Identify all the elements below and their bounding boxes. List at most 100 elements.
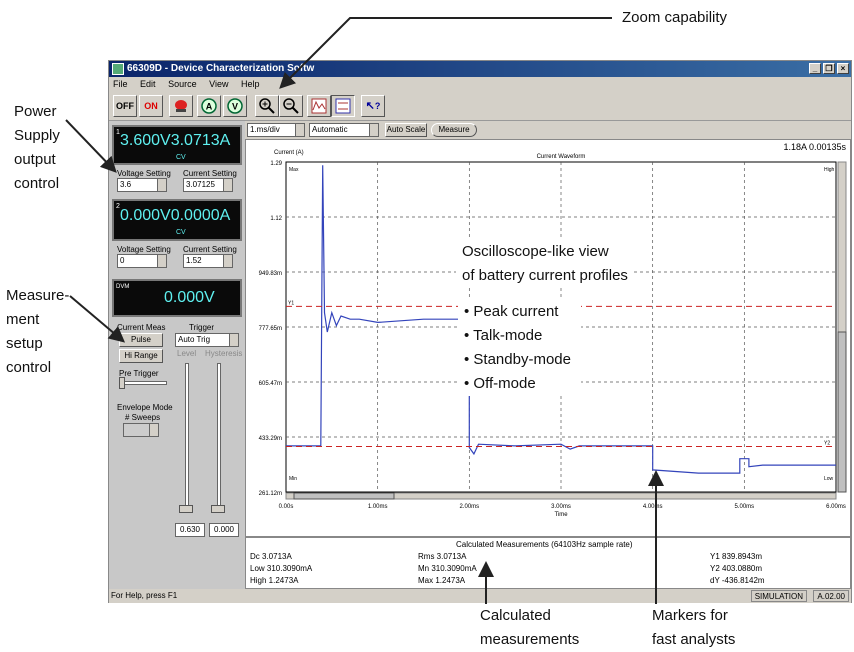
y-tick-label: 605.47m xyxy=(259,381,282,387)
hysteresis-label: Hysteresis xyxy=(205,349,243,358)
close-button[interactable]: × xyxy=(837,63,849,74)
y-tick-label: 949.83m xyxy=(259,271,282,277)
sweeps-label: # Sweeps xyxy=(125,413,161,422)
x-tick-label: 5.00ms xyxy=(734,504,754,510)
marker-mode-button[interactable] xyxy=(331,95,355,117)
y1-value: Y1 839.8943m xyxy=(710,552,763,561)
svg-text:A: A xyxy=(206,102,213,112)
pre-trigger-slider[interactable] xyxy=(119,381,167,385)
timebase-select[interactable]: 1.ms/div xyxy=(247,123,305,137)
output-off-button[interactable]: OFF xyxy=(113,95,137,117)
level-slider[interactable] xyxy=(185,363,189,513)
chart-marker-icon xyxy=(311,98,327,114)
y-tick-label: 777.65m xyxy=(259,326,282,332)
title-bar: 66309D - Device Characterization Softw _… xyxy=(109,61,851,77)
min-value: Mn 310.3090mA xyxy=(418,564,477,573)
supply1-mode: CV xyxy=(176,154,186,161)
supply1-display: 1 3.600V3.0713A CV xyxy=(112,125,242,165)
x-tick-label: 6.00ms xyxy=(826,504,846,510)
y-tick-label: 433.29m xyxy=(259,436,282,442)
menu-file[interactable]: File xyxy=(113,79,128,89)
envelope-mode-label: Envelope Mode xyxy=(117,403,173,412)
status-bar: For Help, press F1 SIMULATION A.02.00 xyxy=(109,589,851,603)
callout-markers: Markers for fast analysts xyxy=(652,607,736,648)
app-window: 66309D - Device Characterization Softw _… xyxy=(108,60,852,603)
measure-button[interactable]: Measure xyxy=(431,123,477,137)
supply1-current-input[interactable]: 3.07125 xyxy=(183,178,233,192)
supply2-display: 2 0.000V0.0000A CV xyxy=(112,199,242,241)
level-value: 0.630 xyxy=(175,523,205,537)
waveform-chart: 1.29 1.12 949.83m 777.65m 605.47m 433.29m 261.… xyxy=(259,150,847,518)
chart-title: Current Waveform xyxy=(537,154,586,160)
ammeter-icon: A xyxy=(201,98,217,114)
ammeter-button[interactable]: A xyxy=(197,95,221,117)
hysteresis-value: 0.000 xyxy=(209,523,239,537)
marker-view-button[interactable] xyxy=(307,95,331,117)
pre-trigger-thumb[interactable] xyxy=(119,377,125,389)
measurements-header: Calculated Measurements (64103Hz sample … xyxy=(456,540,633,549)
hysteresis-thumb[interactable] xyxy=(211,505,225,513)
supply2-voltage-input[interactable]: 0 xyxy=(117,254,167,268)
supply1-reading: 3.600V3.0713A xyxy=(120,132,231,149)
trigger-mode-select[interactable]: Auto Trig xyxy=(175,333,239,347)
current-setting-label: Current Setting xyxy=(183,169,237,178)
output-on-button[interactable]: ON xyxy=(139,95,163,117)
current-meas-label: Current Meas xyxy=(117,323,166,332)
waveform-plot[interactable]: 1.18A 0.00135s 1.29 1.12 949.83m 777.65m 605… xyxy=(245,139,851,537)
zoom-in-icon xyxy=(259,98,275,114)
menu-source[interactable]: Source xyxy=(168,79,197,89)
sweeps-input[interactable] xyxy=(123,423,159,437)
y-tick-label: 261.12m xyxy=(259,491,282,497)
auto-scale-button[interactable]: Auto Scale xyxy=(385,123,427,137)
status-version: A.02.00 xyxy=(813,590,849,602)
callout-oscilloscope: Oscilloscope-like view of battery current… xyxy=(456,240,634,288)
restore-button[interactable]: ❐ xyxy=(823,63,835,74)
context-help-button[interactable]: ↖? xyxy=(361,95,385,117)
dvm-reading: 0.000V xyxy=(164,289,215,306)
window-title: 66309D - Device Characterization Softw xyxy=(127,63,315,74)
menu-edit[interactable]: Edit xyxy=(140,79,156,89)
stop-button[interactable] xyxy=(169,95,193,117)
hysteresis-slider[interactable] xyxy=(217,363,221,513)
menu-help[interactable]: Help xyxy=(240,79,260,89)
x-tick-label: 4.00ms xyxy=(643,504,663,510)
supply2-current-input[interactable]: 1.52 xyxy=(183,254,233,268)
trigger-source-select[interactable]: Automatic xyxy=(309,123,379,137)
menu-bar: File Edit Source View Help xyxy=(109,77,851,91)
status-help: For Help, press F1 xyxy=(111,591,178,600)
current-setting-label: Current Setting xyxy=(183,245,237,254)
voltmeter-button[interactable]: V xyxy=(223,95,247,117)
max-label: Max xyxy=(289,167,299,173)
level-label: Level xyxy=(177,349,197,358)
callout-zoom: Zoom capability xyxy=(622,9,728,26)
zoom-in-button[interactable] xyxy=(255,95,279,117)
measurements-panel: Calculated Measurements (64103Hz sample … xyxy=(245,537,851,589)
voltage-setting-label: Voltage Setting xyxy=(117,245,171,254)
supply2-reading: 0.000V0.0000A xyxy=(120,207,231,224)
vertical-scroll-thumb xyxy=(837,331,847,493)
supply1-voltage-input[interactable]: 3.6 xyxy=(117,178,167,192)
zoom-out-button[interactable] xyxy=(279,95,303,117)
y1-label: Y1 xyxy=(288,300,294,306)
minimize-button[interactable]: _ xyxy=(809,63,821,74)
control-panel: 1 3.600V3.0713A CV Voltage Setting Curre… xyxy=(109,123,245,588)
min-label: Min xyxy=(289,476,297,482)
trigger-label: Trigger xyxy=(189,323,215,332)
menu-view[interactable]: View xyxy=(209,79,229,89)
y-axis-label: Current (A) xyxy=(274,150,304,156)
low-label: Low xyxy=(824,476,834,482)
horizontal-scrollbar xyxy=(285,492,837,500)
x-axis-label: Time xyxy=(554,512,568,518)
hi-range-button[interactable]: Hi Range xyxy=(119,349,163,363)
high-value: High 1.2473A xyxy=(250,576,299,585)
zoom-out-icon xyxy=(283,98,299,114)
pulse-button[interactable]: Pulse xyxy=(119,333,163,347)
callout-calculated: Calculated measurements xyxy=(480,607,580,648)
plot-controls: 1.ms/div Automatic Auto Scale Measure xyxy=(245,121,851,139)
level-thumb[interactable] xyxy=(179,505,193,513)
dc-value: Dc 3.0713A xyxy=(250,552,292,561)
low-value: Low 310.3090mA xyxy=(250,564,313,573)
dvm-display: DVM 0.000V xyxy=(112,279,242,317)
dy-value: dY -436.8142m xyxy=(710,576,765,585)
x-tick-label: 2.00ms xyxy=(459,504,479,510)
